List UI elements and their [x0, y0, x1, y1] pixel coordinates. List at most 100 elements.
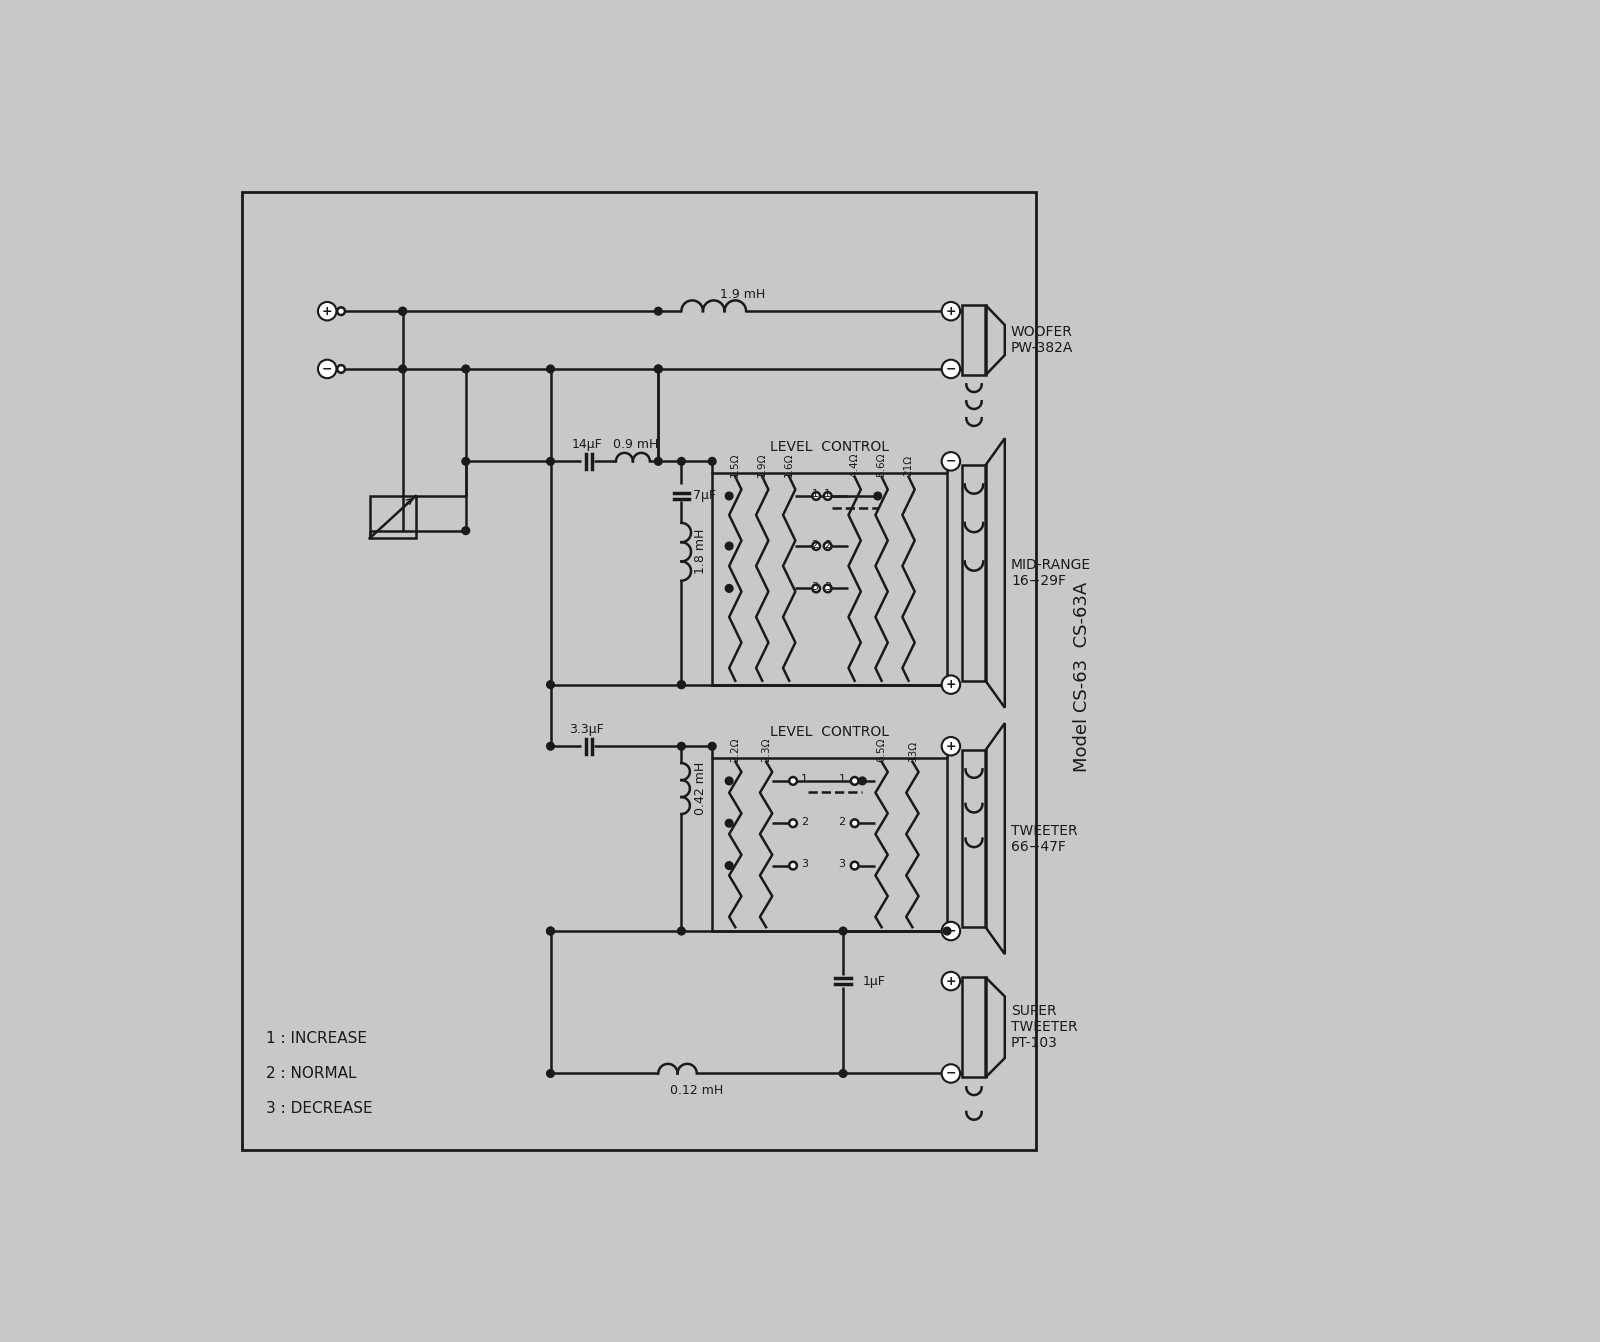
Text: 2.3Ω: 2.3Ω: [762, 738, 771, 762]
Circle shape: [547, 742, 554, 750]
Text: 4.4Ω: 4.4Ω: [850, 454, 859, 478]
Text: 3 : DECREASE: 3 : DECREASE: [266, 1100, 373, 1115]
Text: 2: 2: [800, 817, 808, 827]
Circle shape: [725, 820, 733, 827]
Text: 1: 1: [838, 774, 845, 784]
Circle shape: [824, 542, 832, 550]
Text: 6.5Ω: 6.5Ω: [877, 738, 886, 762]
Bar: [963, 466, 986, 680]
Circle shape: [462, 365, 470, 373]
Text: 14μF: 14μF: [571, 437, 602, 451]
Circle shape: [813, 542, 819, 550]
Bar: [712, 758, 947, 931]
Circle shape: [942, 675, 960, 694]
Text: +: +: [322, 305, 333, 318]
Text: 3: 3: [838, 859, 845, 870]
Text: 1μF: 1μF: [862, 974, 885, 988]
Circle shape: [944, 742, 950, 750]
Circle shape: [318, 302, 336, 321]
Circle shape: [709, 458, 717, 466]
Circle shape: [942, 922, 960, 941]
Circle shape: [462, 527, 470, 534]
Text: 2: 2: [824, 539, 830, 549]
Circle shape: [942, 360, 960, 378]
Text: MID-RANGE
16−29F: MID-RANGE 16−29F: [1011, 558, 1091, 588]
Circle shape: [547, 927, 554, 935]
Text: +: +: [946, 678, 957, 691]
Text: WOOFER
PW-382A: WOOFER PW-382A: [1011, 325, 1074, 356]
Circle shape: [813, 585, 819, 592]
Bar: [370, 497, 416, 538]
Text: 13Ω: 13Ω: [907, 739, 917, 761]
Circle shape: [725, 542, 733, 550]
Text: 5.6Ω: 5.6Ω: [877, 454, 886, 478]
Circle shape: [947, 1070, 955, 1078]
Text: 1.6Ω: 1.6Ω: [784, 454, 794, 478]
Circle shape: [789, 820, 797, 827]
Circle shape: [654, 365, 662, 373]
Circle shape: [840, 1070, 846, 1078]
Text: 0.12 mH: 0.12 mH: [670, 1084, 723, 1096]
Circle shape: [851, 777, 859, 785]
Circle shape: [677, 742, 685, 750]
Circle shape: [677, 458, 685, 466]
Text: TWEETER
66−47F: TWEETER 66−47F: [1011, 824, 1077, 854]
Bar: [963, 977, 986, 1078]
Text: +: +: [946, 974, 957, 988]
Circle shape: [398, 365, 406, 373]
Bar: [963, 750, 986, 927]
Circle shape: [874, 493, 882, 499]
Circle shape: [725, 493, 733, 499]
Circle shape: [851, 820, 859, 827]
Circle shape: [725, 585, 733, 592]
Text: 2: 2: [811, 539, 819, 549]
Circle shape: [398, 307, 406, 315]
Circle shape: [942, 972, 960, 990]
Circle shape: [942, 1064, 960, 1083]
Text: LEVEL  CONTROL: LEVEL CONTROL: [770, 440, 890, 455]
Text: 1: 1: [811, 490, 819, 499]
Circle shape: [789, 862, 797, 870]
Text: 1.9Ω: 1.9Ω: [757, 454, 768, 478]
Text: −: −: [946, 1067, 957, 1080]
Circle shape: [654, 458, 662, 466]
Text: 2 : NORMAL: 2 : NORMAL: [266, 1066, 357, 1082]
Circle shape: [709, 742, 717, 750]
Circle shape: [789, 777, 797, 785]
Text: 21Ω: 21Ω: [904, 455, 914, 476]
Text: 1.9 mH: 1.9 mH: [720, 287, 766, 301]
Circle shape: [947, 307, 955, 315]
Text: 0.9 mH: 0.9 mH: [613, 437, 658, 451]
Circle shape: [547, 927, 554, 935]
Circle shape: [944, 927, 950, 935]
Circle shape: [547, 365, 554, 373]
Circle shape: [654, 365, 662, 373]
Text: −: −: [946, 925, 957, 938]
Circle shape: [677, 927, 685, 935]
Text: 2.2Ω: 2.2Ω: [730, 738, 741, 762]
Circle shape: [677, 680, 685, 688]
Circle shape: [851, 862, 859, 870]
Circle shape: [942, 737, 960, 756]
Text: 3: 3: [824, 582, 830, 592]
Circle shape: [944, 927, 950, 935]
Text: +: +: [946, 739, 957, 753]
Text: 0.42 mH: 0.42 mH: [694, 762, 707, 815]
Circle shape: [942, 452, 960, 471]
Bar: [243, 192, 1035, 1150]
Text: 1: 1: [800, 774, 808, 784]
Bar: [963, 305, 986, 376]
Circle shape: [947, 365, 955, 373]
Circle shape: [942, 302, 960, 321]
Circle shape: [338, 365, 346, 373]
Circle shape: [547, 458, 554, 466]
Circle shape: [318, 360, 336, 378]
Text: 1.8 mH: 1.8 mH: [694, 529, 707, 574]
Circle shape: [338, 307, 346, 315]
Text: +: +: [946, 305, 957, 318]
Text: 1.5Ω: 1.5Ω: [730, 454, 741, 478]
Circle shape: [654, 307, 662, 315]
Circle shape: [547, 1070, 554, 1078]
Bar: [712, 472, 947, 684]
Circle shape: [944, 458, 950, 466]
